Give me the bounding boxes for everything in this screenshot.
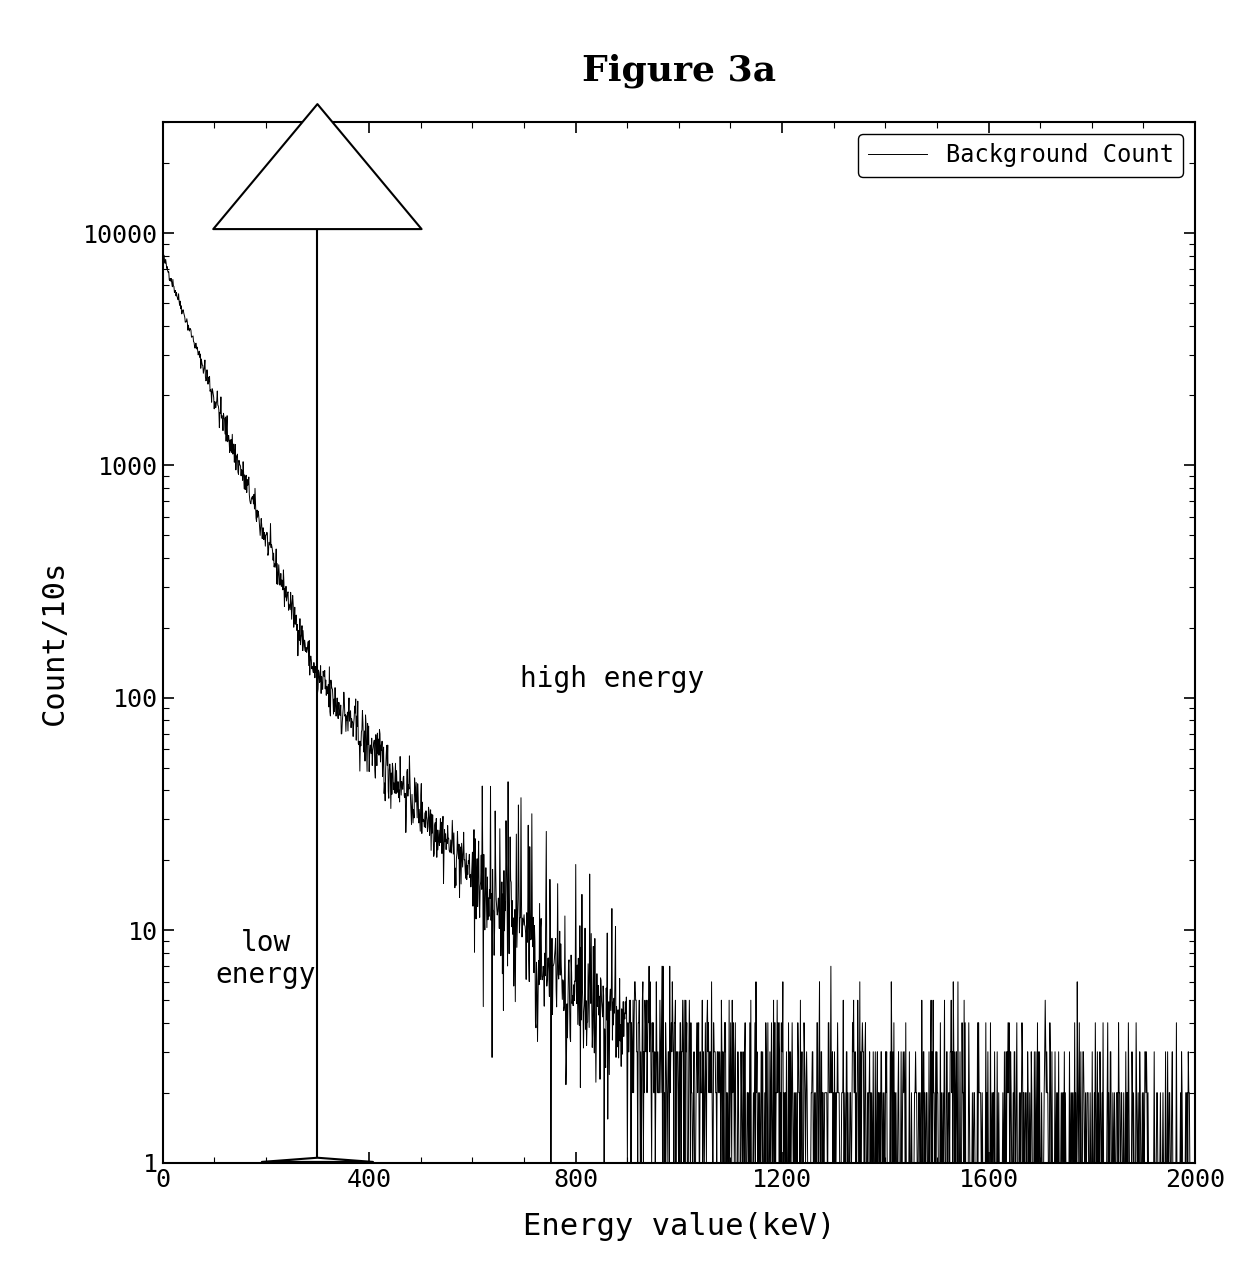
Legend: Background Count: Background Count bbox=[858, 133, 1183, 177]
Text: low
energy: low energy bbox=[216, 929, 316, 990]
Background Count bbox=[208, 400, 223, 415]
Background Count bbox=[1188, 1155, 1203, 1170]
Background Count bbox=[543, 1155, 558, 1170]
X-axis label: Energy value(keV): Energy value(keV) bbox=[522, 1213, 835, 1241]
Y-axis label: Count/10s: Count/10s bbox=[40, 560, 68, 726]
Title: Figure 3a: Figure 3a bbox=[582, 54, 776, 88]
Text: high energy: high energy bbox=[520, 665, 704, 694]
Line: Background Count: Background Count bbox=[162, 255, 1195, 1163]
Background Count bbox=[631, 1015, 646, 1031]
Background Count bbox=[658, 1015, 673, 1031]
Background Count bbox=[1158, 1044, 1173, 1059]
Background Count bbox=[155, 247, 170, 263]
Background Count bbox=[156, 247, 171, 263]
Background Count bbox=[1158, 1155, 1173, 1170]
Background Count bbox=[970, 1155, 985, 1170]
